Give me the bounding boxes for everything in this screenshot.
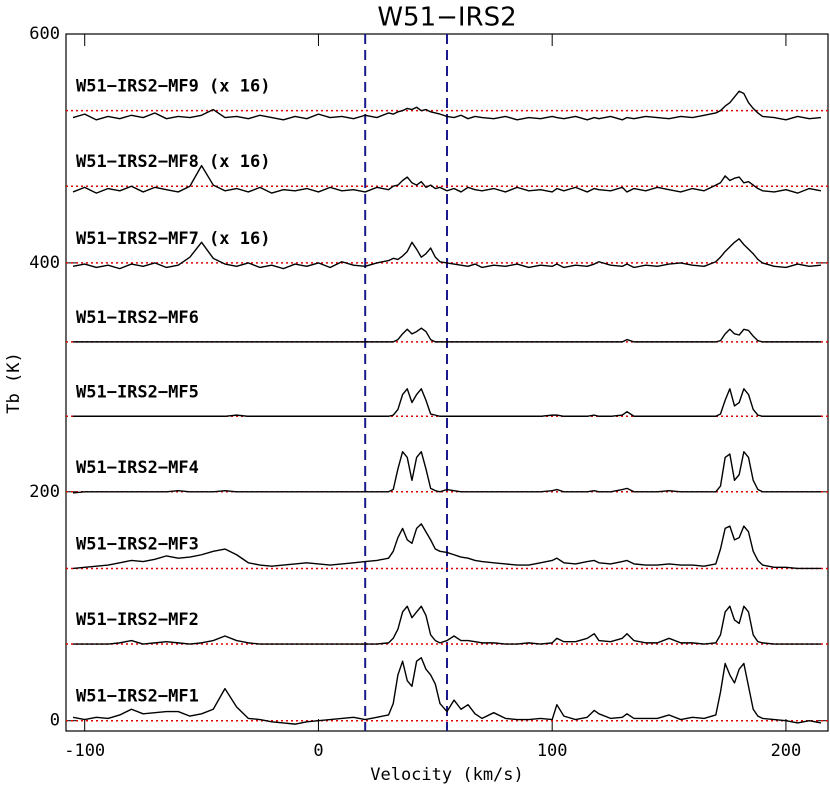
spectrum bbox=[72, 451, 821, 494]
y-tick-label: 600 bbox=[29, 24, 60, 44]
series-label: W51−IRS2−MF6 bbox=[76, 308, 199, 328]
series-label: W51−IRS2−MF5 bbox=[76, 382, 199, 402]
series-label: W51−IRS2−MF8 (x 16) bbox=[76, 152, 270, 172]
x-tick-label: 200 bbox=[771, 741, 802, 761]
spectrum bbox=[72, 657, 822, 725]
series-label: W51−IRS2−MF9 (x 16) bbox=[76, 77, 270, 97]
chart-title: W51−IRS2 bbox=[377, 3, 516, 33]
x-axis-label: Velocity (km/s) bbox=[370, 765, 524, 785]
series-label: W51−IRS2−MF2 bbox=[76, 610, 199, 630]
y-axis-label: Tb (K) bbox=[4, 352, 24, 413]
series-label: W51−IRS2−MF4 bbox=[76, 458, 199, 478]
spectrum bbox=[73, 605, 821, 645]
spectrum bbox=[72, 238, 822, 270]
series-label: W51−IRS2−MF1 bbox=[76, 687, 199, 707]
spectrum bbox=[72, 164, 822, 194]
spectrum bbox=[72, 90, 822, 121]
spectrum bbox=[72, 523, 821, 570]
spectrum bbox=[73, 327, 821, 343]
series-label: W51−IRS2−MF7 (x 16) bbox=[76, 229, 270, 249]
x-tick-label: 0 bbox=[313, 741, 323, 761]
spectrum bbox=[73, 388, 821, 417]
y-tick-label: 0 bbox=[50, 711, 60, 731]
x-tick-label: -100 bbox=[64, 741, 105, 761]
y-tick-label: 200 bbox=[29, 482, 60, 502]
series-label: W51−IRS2−MF3 bbox=[76, 534, 199, 554]
x-tick-label: 100 bbox=[537, 741, 568, 761]
y-tick-label: 400 bbox=[29, 253, 60, 273]
